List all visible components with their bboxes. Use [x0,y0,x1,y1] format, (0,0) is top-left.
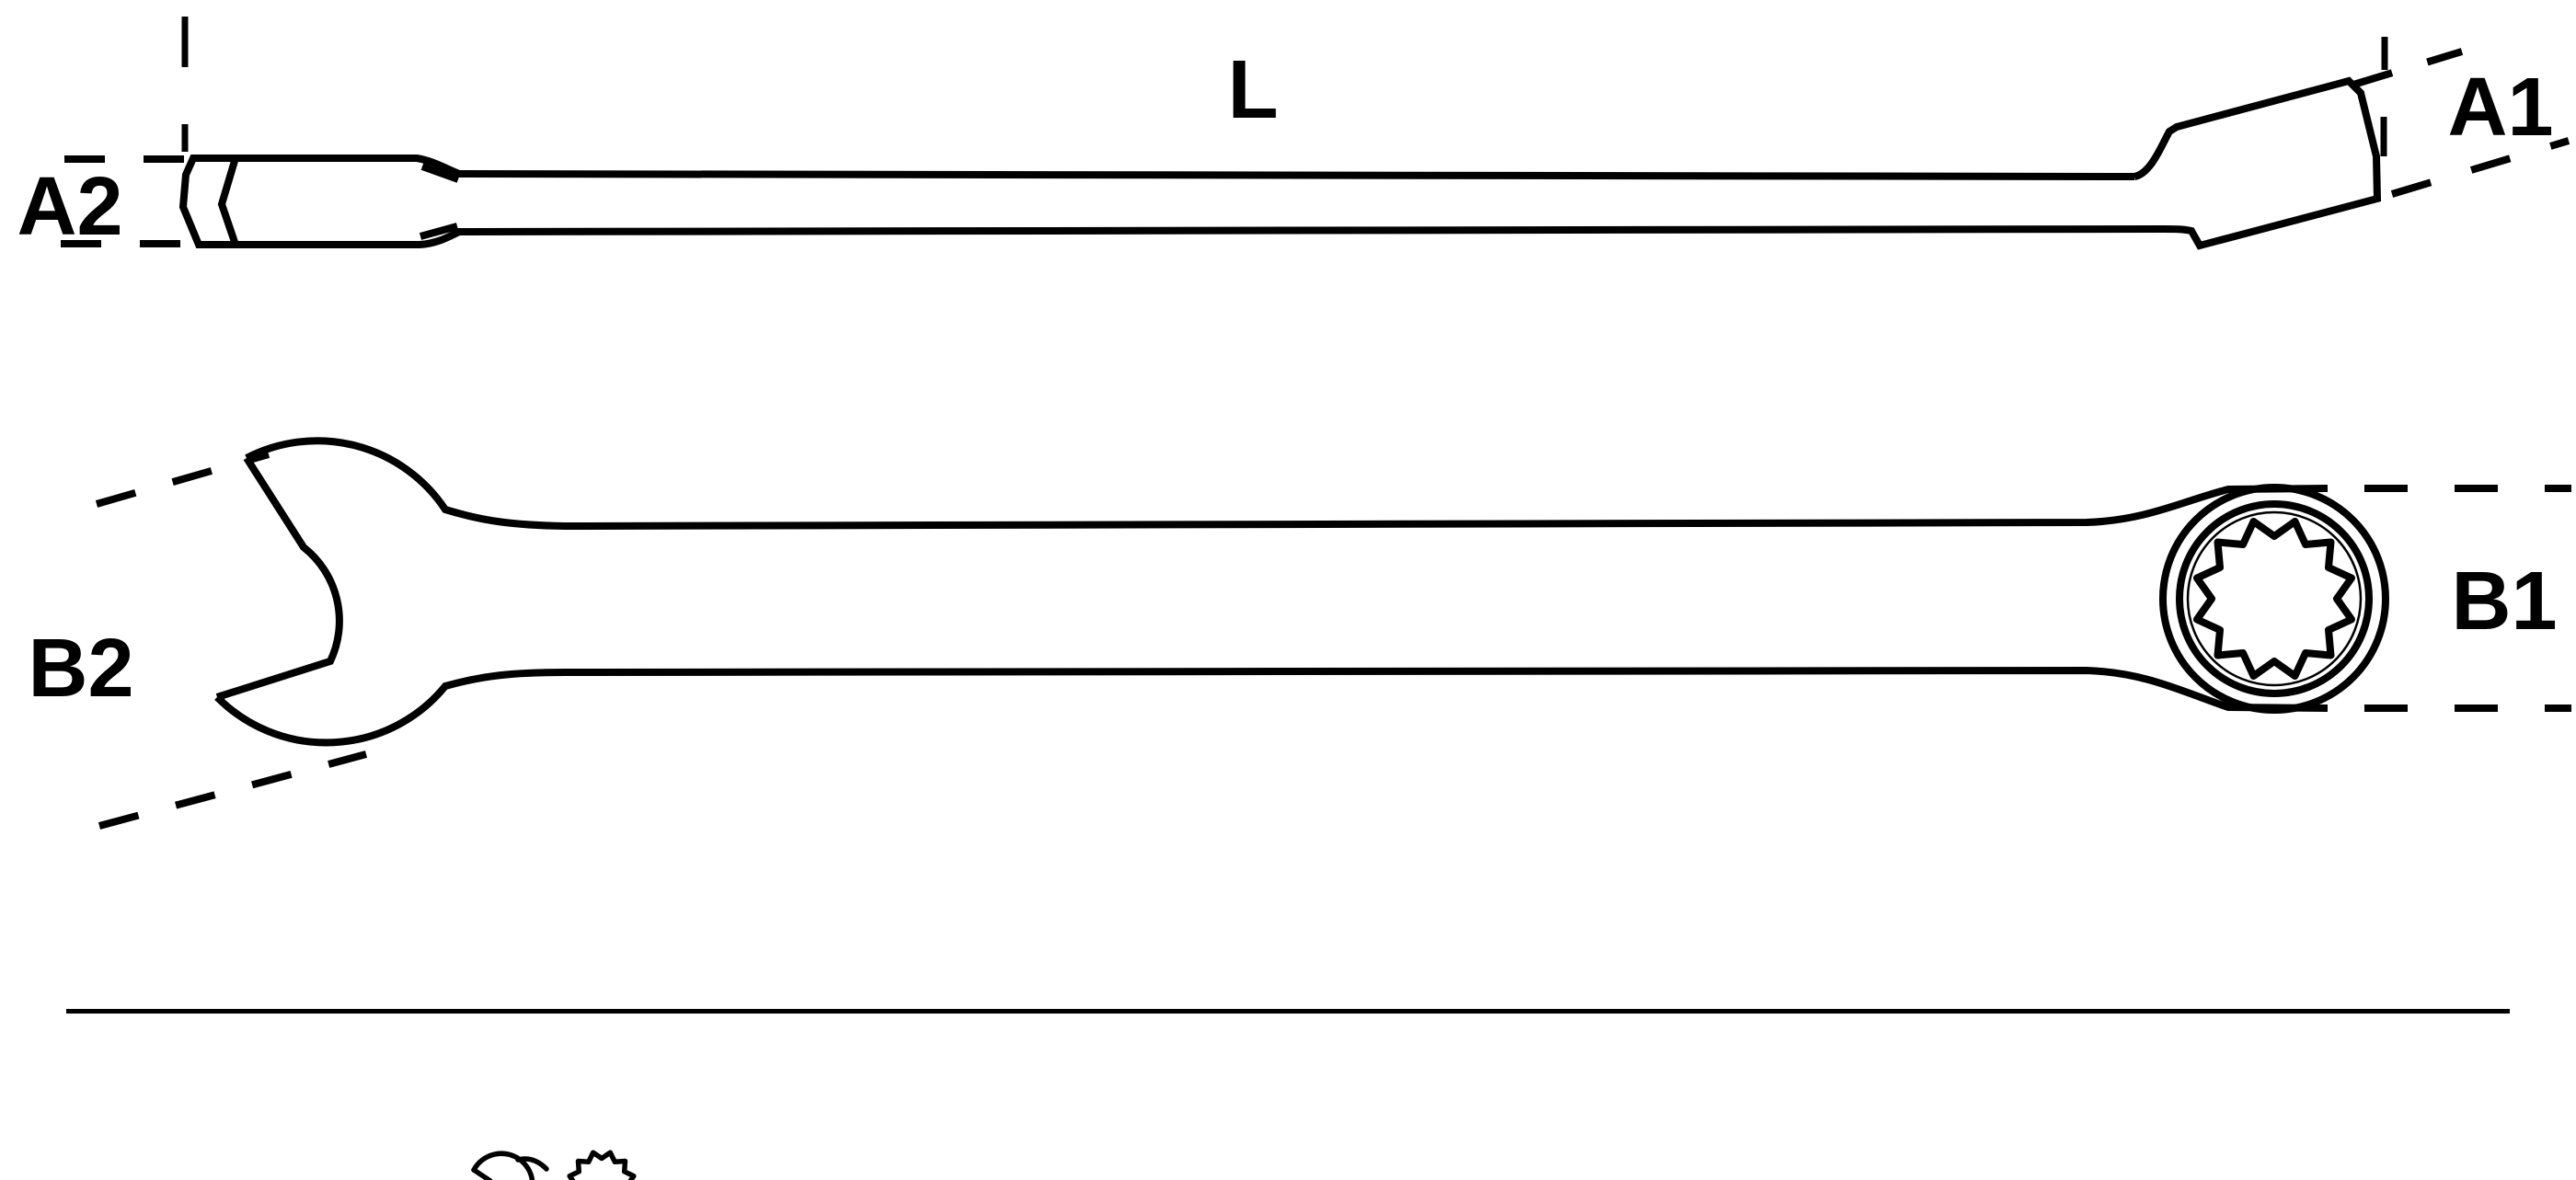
header-a2-mm: A2 mm [1124,1011,1501,1180]
ring-inner-wall-circle [2176,500,2373,697]
specification-table: Art. A1 mm A2 m [66,1009,2510,1180]
side-neck-chamfer-top [420,163,460,183]
face-top-outline [245,437,2329,531]
header-b1-mm: B1 mm [1501,1011,1805,1180]
length-dimension-label: L [1228,44,1279,136]
side-shaft-bottom-edge [456,225,2165,235]
side-neck-chamfer-bottom [419,223,459,240]
b2-lower-extension-dashed-line [98,750,368,830]
a1-lower-extension-dashed-line [2390,137,2570,198]
a2-dimension-label: A2 [17,161,122,253]
spec-header-row: Art. A1 mm A2 m [66,1011,2510,1180]
twelve-point-ring-icon [567,1150,637,1180]
size-icons [471,1150,637,1180]
header-art: Art. [66,1011,333,1180]
b2-dimension-label: B2 [28,623,133,715]
face-view: B1 B2 [28,437,2571,830]
face-open-jaw-outline [215,455,343,701]
side-shaft-top-edge [456,170,2135,180]
side-open-end-head-outline [178,155,461,248]
header-b2-mm: B2 mm [1805,1011,2210,1180]
ring-outer-circle [2159,484,2389,714]
ring-twelve-point-profile [2193,518,2355,680]
header-a1-mm: A1 mm [765,1011,1124,1180]
a1-dimension-label: A1 [2447,62,2553,154]
ring-chamfer-circle [2186,510,2363,687]
open-end-wrench-icon [471,1151,549,1180]
b2-upper-extension-dashed-line [95,451,270,508]
face-bottom-outline [214,666,2329,747]
header-size-icons [333,1011,765,1180]
side-ring-end-head-outline [2133,76,2382,250]
side-jaw-ridge-line [217,159,239,246]
b1-dimension-label: B1 [2451,556,2557,647]
a1-upper-extension-dashed-line [2352,48,2464,88]
header-l-mm: L mm [2210,1011,2510,1180]
side-view: L A1 A2 [17,17,2570,253]
